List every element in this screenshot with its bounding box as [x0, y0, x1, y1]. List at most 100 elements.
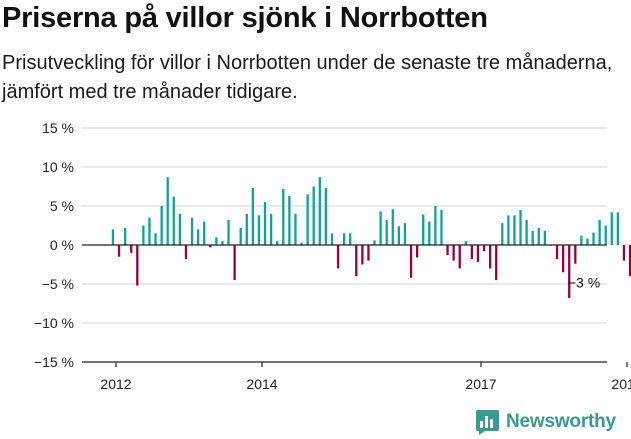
bar	[282, 188, 285, 245]
bar	[482, 245, 486, 252]
bar	[342, 233, 346, 245]
bar	[598, 220, 601, 245]
axes	[82, 244, 607, 363]
bar	[391, 209, 394, 245]
latest-value-annotation: −3 %	[568, 274, 600, 290]
newsworthy-logo: Newsworthy	[476, 408, 616, 436]
newsworthy-chart-icon	[476, 409, 499, 435]
bar	[367, 245, 370, 261]
bar	[117, 245, 121, 257]
y-tick-label: 10 %	[42, 159, 74, 175]
bar	[568, 245, 571, 299]
bar	[251, 188, 255, 245]
y-axis-tick-labels: 15 % 10 % 5 % 0 % −5 % −10 % −15 %	[34, 120, 74, 370]
bar	[190, 217, 194, 245]
bar	[172, 196, 175, 245]
bar	[495, 245, 498, 281]
x-tick-label: 2017	[465, 376, 496, 392]
bar	[373, 240, 376, 245]
bar	[452, 245, 455, 261]
bar	[531, 230, 534, 245]
bar	[269, 213, 273, 245]
y-tick-label: 15 %	[42, 120, 74, 136]
bar	[263, 202, 267, 245]
bar	[507, 215, 510, 245]
bar	[592, 232, 595, 245]
bar	[355, 245, 358, 277]
bar	[154, 233, 157, 245]
bar	[519, 209, 522, 245]
bar	[318, 177, 321, 245]
bar	[543, 230, 547, 245]
x-tick-label: 2014	[246, 376, 277, 392]
bar	[434, 206, 437, 245]
bar	[324, 188, 328, 245]
bar	[440, 209, 443, 245]
bar	[379, 211, 382, 245]
bar	[622, 245, 626, 261]
bar	[184, 245, 188, 260]
bar	[178, 213, 182, 245]
bar	[148, 217, 151, 245]
bar	[628, 245, 631, 277]
bar	[604, 225, 607, 245]
bar	[361, 245, 364, 265]
bar	[330, 233, 334, 245]
bar	[130, 245, 133, 253]
y-tick-label: −15 %	[34, 354, 74, 370]
bar	[111, 229, 115, 245]
bar	[257, 215, 261, 245]
bar	[428, 221, 431, 245]
bar	[336, 245, 340, 269]
bar	[476, 245, 480, 263]
bar	[586, 238, 589, 245]
bar	[233, 245, 236, 281]
bar	[415, 245, 419, 258]
bar	[525, 220, 528, 245]
bar	[245, 213, 248, 245]
x-tick-label: 2019	[611, 376, 631, 392]
bar	[458, 245, 461, 269]
bar	[501, 223, 504, 245]
bar	[300, 242, 303, 245]
bar	[288, 195, 291, 245]
bar	[488, 245, 492, 269]
bar	[409, 245, 413, 278]
bar	[537, 227, 540, 245]
bar	[312, 186, 315, 245]
y-tick-label: 5 %	[50, 198, 74, 214]
chart-subtitle: Prisutveckling för villor i Norrbotten u…	[2, 52, 613, 103]
bar	[610, 212, 613, 245]
bar	[513, 215, 516, 245]
bar	[209, 245, 212, 248]
bar	[160, 206, 163, 245]
bar	[123, 227, 127, 245]
bar	[561, 245, 565, 273]
bar	[227, 220, 230, 245]
bar	[464, 241, 467, 245]
bar	[142, 225, 145, 245]
bar	[203, 221, 206, 245]
bar	[422, 214, 425, 245]
bar	[349, 233, 352, 245]
bar	[403, 223, 407, 245]
y-tick-label: −10 %	[34, 315, 74, 331]
bar	[385, 220, 388, 245]
bar	[574, 245, 577, 264]
y-tick-label: 0 %	[50, 237, 74, 253]
bar	[446, 245, 449, 256]
chart-title: Priserna på villor sjönk i Norrbotten	[2, 2, 488, 34]
bar	[397, 226, 401, 245]
bar	[221, 241, 224, 245]
bar	[166, 177, 169, 245]
bar	[294, 213, 297, 245]
bar	[580, 235, 583, 245]
bar	[306, 194, 309, 245]
brand-name: Newsworthy	[506, 411, 616, 432]
bar	[276, 241, 279, 245]
annotations: −3 %	[568, 274, 600, 290]
y-tick-label: −5 %	[42, 276, 74, 292]
bar	[196, 229, 200, 245]
bars	[111, 177, 631, 299]
